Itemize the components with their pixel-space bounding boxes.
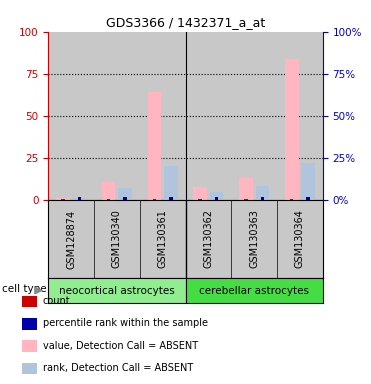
Text: cell type: cell type <box>3 284 47 294</box>
Bar <box>231 32 277 200</box>
Bar <box>277 32 323 200</box>
Bar <box>124 197 127 200</box>
Bar <box>56 198 70 200</box>
Bar <box>231 200 277 278</box>
Bar <box>102 182 115 200</box>
Bar <box>306 197 310 200</box>
Bar <box>239 178 253 200</box>
Bar <box>169 197 173 200</box>
Bar <box>261 197 264 200</box>
Bar <box>277 200 323 278</box>
Bar <box>285 59 299 200</box>
Text: rank, Detection Call = ABSENT: rank, Detection Call = ABSENT <box>43 363 193 373</box>
Bar <box>48 32 94 200</box>
Bar <box>118 188 132 200</box>
Bar <box>61 199 65 200</box>
Bar <box>148 93 161 200</box>
Text: GSM130361: GSM130361 <box>158 210 168 268</box>
Text: GSM130362: GSM130362 <box>203 210 213 268</box>
Bar <box>94 32 140 200</box>
Bar <box>164 166 178 200</box>
Text: GSM128874: GSM128874 <box>66 209 76 268</box>
Bar <box>72 198 86 200</box>
Bar <box>48 200 94 278</box>
Bar <box>22 296 37 307</box>
Text: value, Detection Call = ABSENT: value, Detection Call = ABSENT <box>43 341 198 351</box>
Bar <box>301 163 315 200</box>
Bar <box>78 197 81 200</box>
Bar <box>22 340 37 352</box>
Bar <box>48 278 186 303</box>
Bar <box>198 199 202 200</box>
Title: GDS3366 / 1432371_a_at: GDS3366 / 1432371_a_at <box>106 17 265 30</box>
Text: neocortical astrocytes: neocortical astrocytes <box>59 285 175 296</box>
Bar <box>153 199 156 200</box>
Bar <box>256 186 269 200</box>
Bar <box>193 187 207 200</box>
Bar <box>107 199 110 200</box>
Bar <box>290 199 293 200</box>
Bar <box>22 318 37 330</box>
Bar <box>186 278 323 303</box>
Bar <box>186 32 231 200</box>
Text: percentile rank within the sample: percentile rank within the sample <box>43 318 207 328</box>
Bar <box>94 200 140 278</box>
Text: GSM130340: GSM130340 <box>112 210 122 268</box>
Bar <box>140 200 186 278</box>
Bar <box>244 199 247 200</box>
Text: GSM130364: GSM130364 <box>295 210 305 268</box>
Text: cerebellar astrocytes: cerebellar astrocytes <box>199 285 309 296</box>
Text: count: count <box>43 296 70 306</box>
Bar <box>186 200 231 278</box>
Bar <box>215 197 218 200</box>
Text: GSM130363: GSM130363 <box>249 210 259 268</box>
Bar <box>22 363 37 374</box>
Bar <box>210 192 223 200</box>
Bar <box>140 32 186 200</box>
